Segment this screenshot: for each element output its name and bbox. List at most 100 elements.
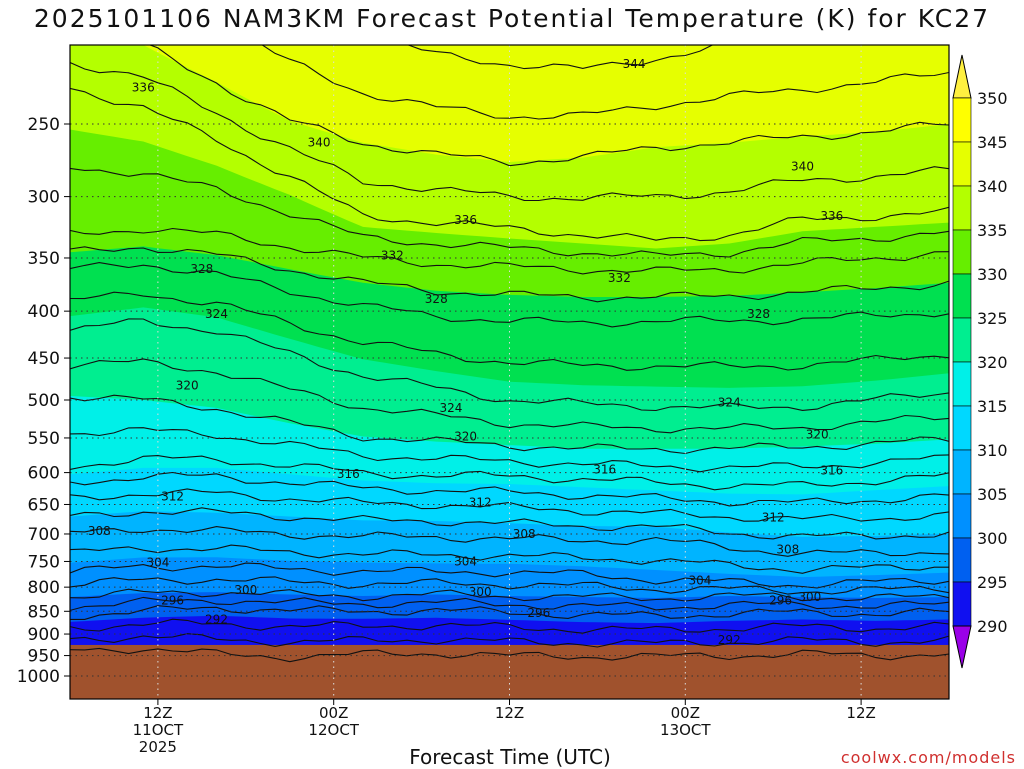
colorbar-label: 340: [977, 177, 1008, 196]
colorbar-label: 325: [977, 309, 1008, 328]
contour-label: 344: [623, 57, 646, 71]
colorbar: 350 345 340 335 330 325 320 315 310 305 300 295 290: [952, 54, 1008, 669]
colorbar-segment: [952, 185, 972, 231]
contour-300: [70, 588, 949, 602]
contour-336: [70, 87, 949, 242]
contour-label: 312: [762, 511, 785, 525]
contour-334: [70, 167, 949, 258]
contour-label: 304: [454, 554, 477, 568]
colorbar-segment: [952, 317, 972, 363]
contour-label: 340: [308, 136, 331, 150]
contour-label: 332: [608, 271, 631, 285]
y-tick-label: 600: [28, 464, 60, 484]
colorbar-segment: [952, 97, 972, 143]
contour-label: 296: [527, 606, 550, 620]
contour-label: 320: [454, 430, 477, 444]
contour-label: 320: [806, 427, 829, 441]
ground-fill: [70, 644, 949, 699]
contour-320: [70, 394, 949, 455]
colorbar-segment: [952, 405, 972, 451]
y-tick-label: 400: [28, 302, 60, 322]
contour-306: [70, 544, 949, 574]
contour-label: 324: [205, 307, 228, 321]
colorbar-label: 315: [977, 397, 1008, 416]
y-tick-label: 650: [28, 495, 60, 515]
y-tick-label: 1000: [17, 667, 60, 687]
contour-label: 316: [593, 462, 616, 476]
x-tick-label: 13OCT: [660, 721, 711, 739]
contour-label: 336: [454, 213, 477, 227]
x-tick-label: 2025: [139, 738, 177, 756]
x-tick-label: 12Z: [846, 704, 875, 722]
contour-label: 336: [132, 80, 155, 94]
contour-324: [70, 318, 949, 412]
colorbar-label: 320: [977, 353, 1008, 372]
contour-344: [406, 45, 714, 70]
y-tick-label: 350: [28, 249, 60, 269]
ground-surface: [70, 644, 949, 699]
contour-label: 308: [513, 527, 536, 541]
credit-link[interactable]: coolwx.com/models: [840, 748, 1016, 767]
contour-label: 312: [161, 489, 184, 503]
contour-296: [70, 605, 949, 620]
y-tick-label: 700: [28, 525, 60, 545]
contour-326: [70, 291, 949, 371]
contour-label: 312: [469, 496, 492, 510]
contour-label: 296: [161, 593, 184, 607]
colorbar-segment: [952, 141, 972, 187]
contour-label: 300: [234, 583, 257, 597]
contour-label: 308: [776, 543, 799, 557]
x-tick-label: 12OCT: [308, 721, 359, 739]
contour-308: [70, 526, 949, 557]
y-tick-label: 900: [28, 625, 60, 645]
x-tick-label: 00Z: [319, 704, 348, 722]
y-tick-label: 550: [28, 429, 60, 449]
colorbar-arrow-top: [952, 54, 972, 99]
contour-340: [148, 45, 949, 167]
contour-label: 308: [88, 524, 111, 538]
contour-302: [70, 576, 949, 595]
contour-316: [70, 455, 949, 491]
contour-290: [70, 647, 949, 663]
contour-338: [70, 61, 949, 202]
contour-label: 316: [820, 464, 843, 478]
x-tick-label: 12Z: [495, 704, 524, 722]
contour-292: [70, 633, 949, 648]
contour-label: 324: [439, 401, 462, 415]
colorbar-label: 300: [977, 529, 1008, 548]
y-tick-label: 800: [28, 578, 60, 598]
y-tick-label: 300: [28, 188, 60, 208]
y-tick-label: 950: [28, 647, 60, 667]
contour-298: [70, 596, 949, 611]
contour-label: 304: [688, 574, 711, 588]
chart-title: 2025101106 NAM3KM Forecast Potential Tem…: [33, 4, 991, 33]
colorbar-arrow-bottom: [952, 625, 972, 669]
x-tick-label: 11OCT: [133, 721, 184, 739]
contour-label: 292: [205, 613, 228, 627]
contour-label: 328: [747, 307, 770, 321]
contour-label: 300: [798, 590, 821, 604]
y-tick-label: 850: [28, 602, 60, 622]
contour-346: [70, 0, 949, 14]
x-tick-label: 00Z: [671, 704, 700, 722]
colorbar-label: 345: [977, 133, 1008, 152]
y-axis: 250 300 350 400 450 500 550 600 650 700 750 800 850 9…: [17, 115, 70, 687]
colorbar-segment: [952, 449, 972, 495]
contour-342: [261, 45, 949, 120]
contour-294: [70, 618, 949, 634]
y-tick-label: 450: [28, 349, 60, 369]
colorbar-label: 330: [977, 265, 1008, 284]
colorbar-label: 310: [977, 441, 1008, 460]
contour-label: 296: [769, 593, 792, 607]
contour-label: 332: [381, 249, 404, 263]
contour-label: 324: [718, 395, 741, 409]
contour-label: 328: [190, 262, 213, 276]
colorbar-label: 335: [977, 221, 1008, 240]
colorbar-segment: [952, 273, 972, 319]
contour-322: [70, 358, 949, 434]
colorbar-segment: [952, 581, 972, 627]
colorbar-segment: [952, 229, 972, 275]
x-axis-label: Forecast Time (UTC): [409, 745, 611, 769]
